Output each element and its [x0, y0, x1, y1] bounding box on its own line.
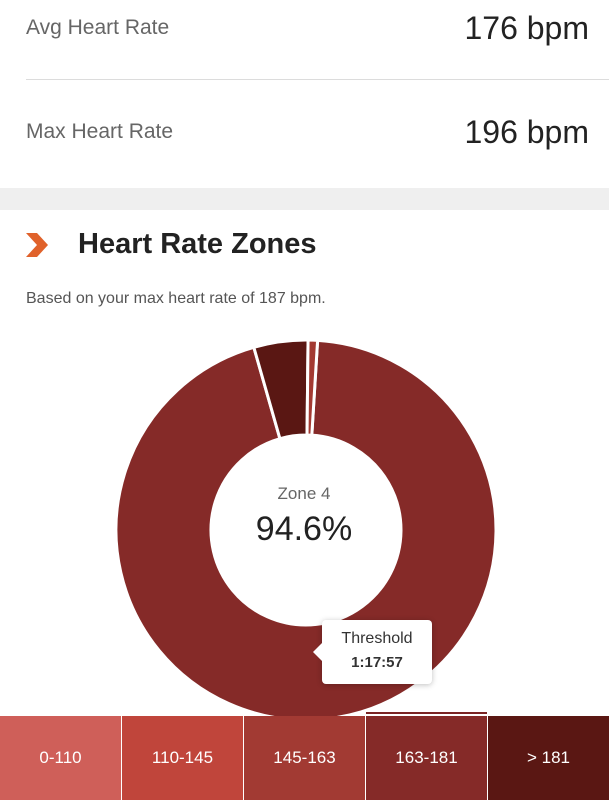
zone-donut-chart[interactable] [0, 0, 609, 716]
zone-button-5[interactable]: > 181 [488, 716, 609, 800]
donut-segment-3[interactable] [305, 338, 320, 437]
section-title: Heart Rate Zones [78, 228, 317, 260]
section-separator [0, 188, 609, 210]
stat-max-heart-rate: Max Heart Rate 196 bpm [26, 110, 589, 154]
donut-center-percent: 94.6% [255, 510, 353, 548]
zone-button-2[interactable]: 110-145 [122, 716, 244, 800]
stat-avg-heart-rate: Avg Heart Rate 176 bpm [26, 6, 589, 50]
zone-button-4[interactable]: 163-181 [366, 712, 488, 800]
divider [26, 79, 609, 80]
zone-button-1[interactable]: 0-110 [0, 716, 122, 800]
stat-value: 176 bpm [464, 9, 589, 46]
chart-tooltip: Threshold 1:17:57 [313, 620, 432, 684]
stat-label: Avg Heart Rate [26, 16, 170, 39]
zone-legend-bar: 0-110 110-145 145-163 163-181 > 181 [0, 712, 609, 800]
tooltip-time: 1:17:57 [351, 654, 403, 671]
donut-center-zone: Zone 4 [277, 484, 331, 503]
zone-button-3[interactable]: 145-163 [244, 716, 366, 800]
chevron-right-icon [26, 232, 48, 257]
stat-value: 196 bpm [464, 113, 589, 150]
section-header: Heart Rate Zones [26, 228, 317, 261]
section-subtitle: Based on your max heart rate of 187 bpm. [26, 290, 326, 307]
tooltip-label: Threshold [341, 630, 413, 647]
stat-label: Max Heart Rate [26, 120, 174, 143]
